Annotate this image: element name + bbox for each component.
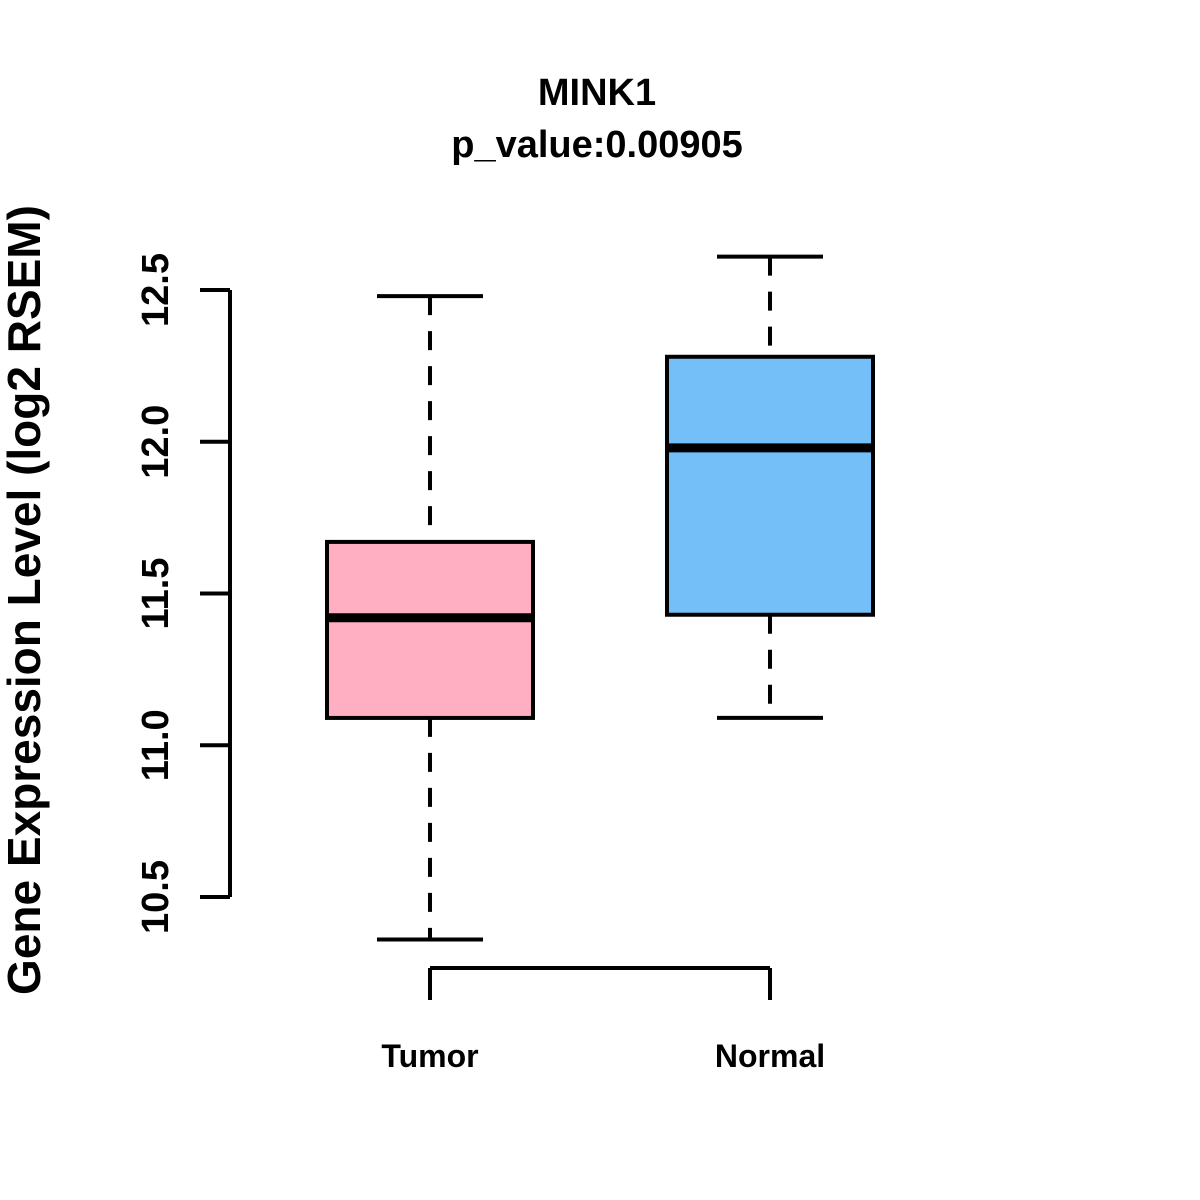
normal-box [665,354,875,617]
chart-title: MINK1 [537,72,657,114]
y-tick-label-11.0: 11.0 [135,709,177,781]
chart-title-block: MINK1 p_value:0.00905 [451,68,743,172]
y-tick-label-12.5: 12.5 [135,253,177,327]
tumor-x-label: Tumor [381,1038,478,1074]
tumor-box [325,539,535,720]
y-axis-title: Gene Expression Level (log2 RSEM) [0,205,50,995]
y-tick-label-11.5: 11.5 [135,558,177,630]
y-tick-label-12.0: 12.0 [135,405,177,479]
chart-subtitle: p_value:0.00905 [451,124,743,166]
normal-x-label: Normal [715,1038,825,1074]
y-tick-label-10.5: 10.5 [135,860,177,934]
